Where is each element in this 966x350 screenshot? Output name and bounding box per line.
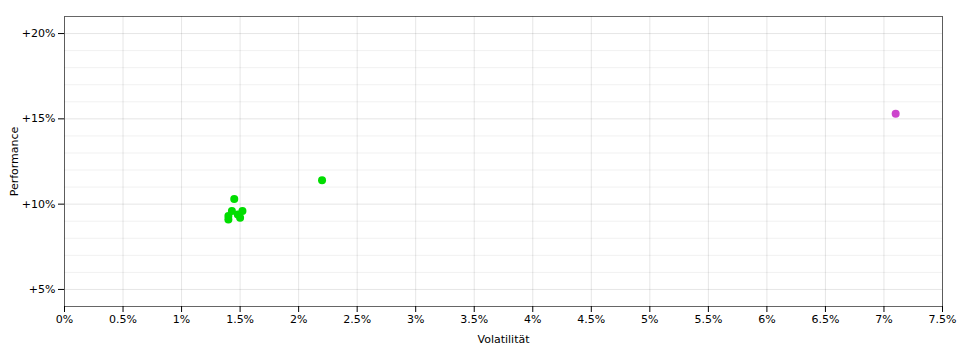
svg-text:6%: 6%	[758, 313, 775, 326]
svg-text:2.5%: 2.5%	[343, 313, 371, 326]
svg-text:Performance: Performance	[8, 126, 21, 196]
svg-text:+10%: +10%	[22, 198, 56, 211]
svg-text:6.5%: 6.5%	[811, 313, 839, 326]
svg-text:1.5%: 1.5%	[226, 313, 254, 326]
svg-text:7%: 7%	[875, 313, 892, 326]
svg-text:+5%: +5%	[29, 283, 56, 296]
svg-text:1%: 1%	[173, 313, 190, 326]
svg-text:+15%: +15%	[22, 112, 56, 125]
svg-text:2%: 2%	[290, 313, 307, 326]
svg-text:0.5%: 0.5%	[109, 313, 137, 326]
svg-text:+20%: +20%	[22, 27, 56, 40]
svg-text:4.5%: 4.5%	[577, 313, 605, 326]
svg-text:5%: 5%	[641, 313, 658, 326]
svg-text:Volatilität: Volatilität	[477, 333, 530, 346]
svg-text:7.5%: 7.5%	[929, 313, 957, 326]
svg-text:3%: 3%	[407, 313, 424, 326]
svg-text:0%: 0%	[56, 313, 73, 326]
svg-text:4%: 4%	[524, 313, 541, 326]
svg-text:3.5%: 3.5%	[460, 313, 488, 326]
svg-text:5.5%: 5.5%	[694, 313, 722, 326]
